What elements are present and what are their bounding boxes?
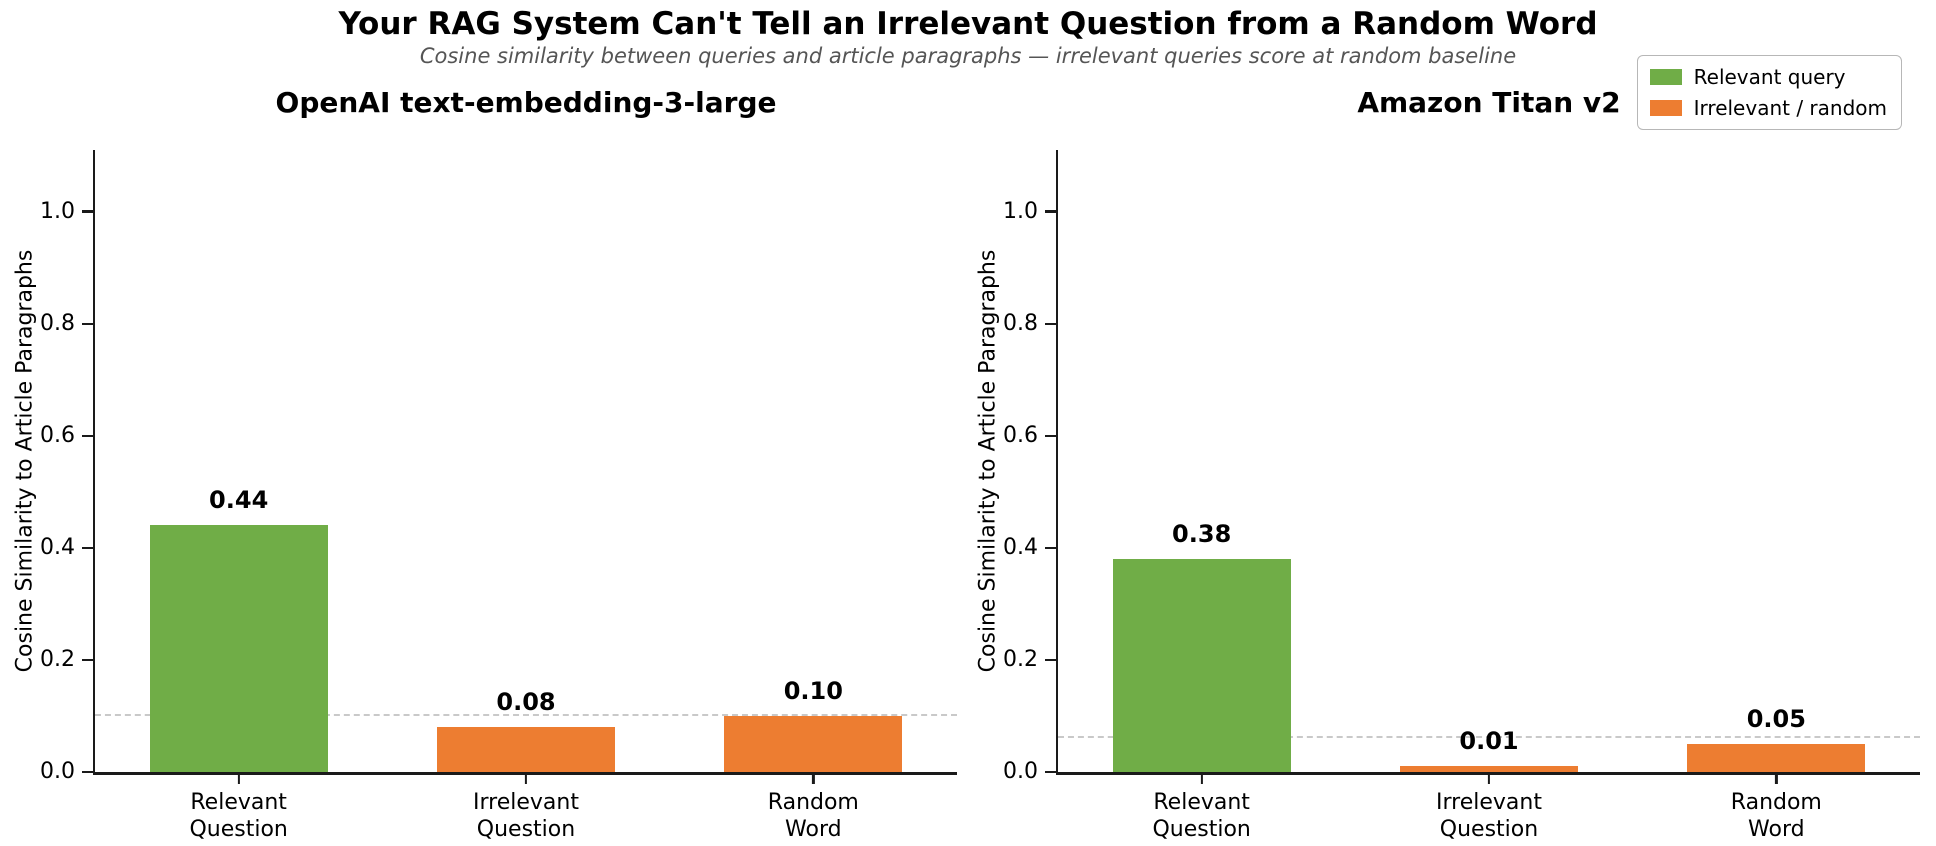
y-tick-mark [1044, 434, 1056, 437]
legend-swatch-relevant [1649, 69, 1682, 85]
legend-item-relevant: Relevant query [1649, 65, 1887, 89]
y-tick-mark [81, 210, 93, 213]
y-tick-mark [1044, 322, 1056, 325]
x-tick-mark [524, 775, 528, 784]
subplot-openai: OpenAI text-embedding-3-large Cosine Sim… [13, 0, 957, 846]
y-tick-mark [81, 658, 93, 661]
y-axis-label: Cosine Similarity to Article Paragraphs [12, 249, 38, 673]
subplot-title: OpenAI text-embedding-3-large [275, 86, 777, 119]
bar-value-label: 0.05 [1746, 704, 1806, 733]
x-tick-mark [237, 775, 240, 784]
y-tick-mark [81, 322, 93, 325]
y-tick-mark [1044, 658, 1056, 661]
y-axis-spine [1055, 150, 1058, 775]
legend-swatch-irrelevant [1649, 100, 1682, 116]
subplot-title: Amazon Titan v2 [1357, 86, 1621, 119]
baseline-dashed-line [95, 713, 957, 716]
y-tick-mark [81, 434, 93, 437]
y-tick-mark [81, 770, 93, 773]
subplot-titan: Amazon Titan v2 Cosine Similarity to Art… [976, 0, 1920, 846]
bar-value-label: 0.01 [1459, 727, 1519, 756]
legend-item-irrelevant: Irrelevant / random [1649, 96, 1887, 120]
x-axis-spine [1055, 772, 1920, 775]
bar-irrelevant-question [1399, 766, 1579, 772]
legend-label-relevant: Relevant query [1693, 65, 1846, 89]
y-tick-label: 0.2 [1003, 646, 1038, 672]
y-tick-mark [1044, 770, 1056, 773]
bar-value-label: 0.10 [783, 676, 843, 705]
y-tick-label: 1.0 [1003, 198, 1038, 224]
y-tick-label: 0.0 [40, 759, 75, 784]
y-tick-mark [1044, 210, 1056, 213]
plot-area: 0.0 0.2 0.4 0.6 0.8 1.0 0.38 Relevant Question 0… [1003, 150, 1920, 842]
bar-random-word [724, 715, 903, 772]
y-tick-label: 0.6 [40, 422, 75, 448]
x-category-label: Random Word [1730, 790, 1822, 842]
bar-random-word [1687, 743, 1866, 772]
x-category-label: Irrelevant Question [1436, 790, 1542, 842]
figure-subtitle: Cosine similarity between queries and ar… [419, 44, 1517, 68]
y-tick-label: 0.2 [40, 646, 75, 672]
x-axis-spine [92, 772, 957, 775]
y-tick-label: 0.0 [1003, 759, 1038, 784]
figure-title: Your RAG System Can't Tell an Irrelevant… [338, 6, 1598, 42]
bar-irrelevant-question [436, 727, 616, 772]
y-tick-label: 0.4 [1003, 534, 1038, 560]
bar-relevant-question [149, 525, 328, 772]
x-category-label: Random Word [767, 790, 859, 842]
legend-label-irrelevant: Irrelevant / random [1693, 96, 1887, 120]
y-tick-mark [1044, 546, 1056, 549]
y-tick-label: 0.4 [40, 534, 75, 560]
plot-area: 0.0 0.2 0.4 0.6 0.8 1.0 0.44 Relevant Question 0… [40, 150, 957, 842]
x-category-label: Irrelevant Question [473, 790, 579, 842]
baseline-dashed-line [1058, 736, 1920, 739]
y-tick-label: 0.8 [40, 310, 75, 336]
y-tick-label: 0.6 [1003, 422, 1038, 448]
bar-value-label: 0.38 [1172, 520, 1232, 549]
y-axis-label: Cosine Similarity to Article Paragraphs [975, 249, 1001, 673]
y-tick-mark [81, 546, 93, 549]
bar-relevant-question [1112, 559, 1291, 772]
x-tick-mark [1200, 775, 1203, 784]
y-tick-label: 1.0 [40, 198, 75, 224]
y-axis-spine [92, 150, 95, 775]
bar-value-label: 0.08 [496, 688, 556, 717]
x-category-label: Relevant Question [1152, 790, 1251, 842]
x-tick-mark [1487, 775, 1491, 784]
y-tick-label: 0.8 [1003, 310, 1038, 336]
x-category-label: Relevant Question [189, 790, 288, 842]
bar-value-label: 0.44 [209, 486, 269, 515]
legend: Relevant query Irrelevant / random [1636, 55, 1902, 130]
x-tick-mark [812, 775, 815, 784]
x-tick-mark [1775, 775, 1778, 784]
